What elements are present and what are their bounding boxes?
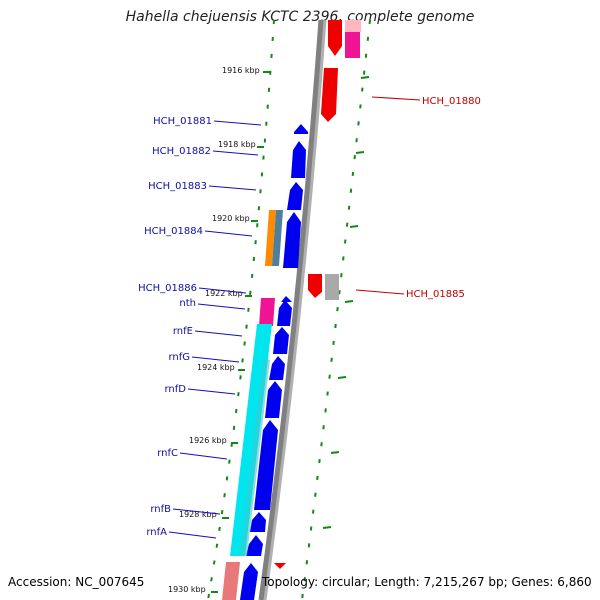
feature-hch-01880-top — [328, 20, 342, 56]
gene-label-hch-01881: HCH_01881 — [153, 116, 212, 127]
gene-label-hch-01882: HCH_01882 — [152, 146, 211, 157]
map-title: Hahella chejuensis KCTC 2396, complete g… — [125, 9, 475, 25]
ruler-label-1926: 1926 kbp — [189, 436, 227, 445]
right-leader-lines — [355, 96, 421, 295]
gene-label-hch-01880: HCH_01880 — [422, 96, 481, 107]
feature-rnfc — [254, 420, 278, 510]
genome-axis — [258, 19, 324, 600]
gene-label-hch-01884: HCH_01884 — [144, 226, 203, 237]
ruler-label-1928: 1928 kbp — [179, 510, 217, 519]
ruler-label-1930: 1930 kbp — [168, 585, 206, 594]
ruler-label-1918: 1918 kbp — [218, 140, 256, 149]
gene-label-rnfe: rnfE — [173, 326, 193, 337]
feature-hch-01881 — [294, 124, 308, 134]
gene-label-rnfc: rnfC — [157, 448, 178, 459]
feature-hch-01883 — [287, 182, 303, 210]
feature-rnfd — [265, 381, 282, 418]
feature-hch-01884 — [283, 212, 301, 268]
small-red-marker — [274, 563, 286, 569]
accession-text: Accession: NC_007645 — [8, 575, 145, 589]
gene-label-nth: nth — [179, 298, 196, 309]
ruler-label-1924: 1924 kbp — [197, 363, 235, 372]
gene-label-rnfb: rnfB — [150, 504, 171, 515]
feature-bottom-salmon — [222, 562, 240, 600]
gene-label-hch-01885: HCH_01885 — [406, 289, 465, 300]
gene-label-hch-01883: HCH_01883 — [148, 181, 207, 192]
feature-hch-01886 — [281, 296, 292, 302]
feature-bottom-blue — [240, 563, 258, 600]
feature-rnfb — [250, 512, 266, 532]
feature-nth-pink — [259, 298, 275, 326]
feature-hch-01880 — [321, 68, 338, 122]
feature-hypothetical-orange — [265, 210, 276, 266]
ruler-label-1916: 1916 kbp — [222, 66, 260, 75]
feature-nth — [277, 300, 292, 326]
left-leader-lines — [168, 120, 262, 539]
outer-ruler-ticks — [322, 76, 370, 529]
inner-ruler-ticks — [211, 71, 270, 593]
feature-hch-01885-pseudo — [325, 274, 339, 300]
feature-rnfa — [246, 535, 263, 556]
ruler-label-1920: 1920 kbp — [212, 214, 250, 223]
ruler-label-1922: 1922 kbp — [205, 289, 243, 298]
gene-label-rnfg: rnfG — [168, 352, 190, 363]
pink-feature-top-light — [345, 20, 361, 32]
topology-text: Topology: circular; Length: 7,215,267 bp… — [262, 575, 592, 589]
feature-hch-01882 — [291, 141, 306, 178]
gene-label-rnfd: rnfD — [165, 384, 187, 395]
gene-label-hch-01886: HCH_01886 — [138, 283, 197, 294]
pink-feature-top — [345, 32, 360, 58]
feature-rnfe — [273, 327, 289, 354]
gene-label-rnfa: rnfA — [146, 527, 167, 538]
feature-hypothetical-teal — [272, 210, 283, 266]
feature-hch-01885-a — [308, 274, 322, 298]
feature-rnfg — [269, 356, 285, 380]
rnf-operon-shade — [240, 360, 270, 556]
